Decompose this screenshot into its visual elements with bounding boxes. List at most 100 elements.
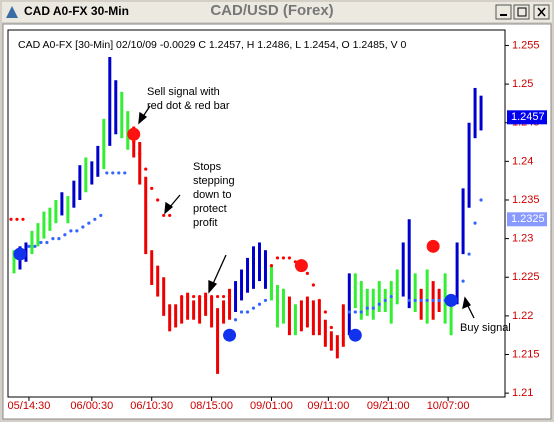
stop-dot <box>467 252 471 256</box>
stop-dot <box>383 298 387 303</box>
stop-dot <box>353 310 357 314</box>
annotation: Sell signal with <box>147 86 220 98</box>
y-tick-label: 1.24 <box>512 155 533 167</box>
chart-title: CAD/USD (Forex) <box>210 2 333 19</box>
stop-dot <box>204 294 208 299</box>
stop-dot <box>479 198 483 202</box>
stop-dot <box>365 306 369 310</box>
y-tick-label: 1.21 <box>512 387 533 399</box>
stop-dot <box>75 229 79 233</box>
stop-dot <box>51 237 55 241</box>
stop-dot <box>132 140 136 144</box>
signal-dot <box>348 328 362 342</box>
price-tag-label: 1.2457 <box>511 111 545 123</box>
y-tick-label: 1.215 <box>512 348 540 360</box>
x-tick-label: 09/11:00 <box>307 400 349 412</box>
stop-dot <box>81 225 85 229</box>
stop-dot <box>287 256 292 260</box>
window-icon <box>6 6 18 18</box>
stop-dot <box>257 302 262 306</box>
stop-dot <box>209 294 214 299</box>
price-tag <box>507 212 547 227</box>
arrowhead <box>138 111 148 125</box>
stop-dot <box>69 229 73 233</box>
stop-dot <box>305 271 309 275</box>
y-tick-label: 1.235 <box>512 194 540 206</box>
stop-dot <box>87 221 91 225</box>
signal-dot <box>223 328 237 342</box>
stop-dot <box>473 221 477 225</box>
annotation: stepping <box>193 175 235 187</box>
signal-dot <box>127 127 141 141</box>
stop-dot <box>419 298 423 303</box>
stop-dot <box>186 294 190 299</box>
stop-dot <box>21 217 25 221</box>
stop-dot <box>33 244 37 248</box>
y-tick-label: 1.225 <box>512 271 540 283</box>
stop-dot <box>39 240 43 245</box>
stop-dot <box>311 283 315 287</box>
stop-dot <box>192 294 196 299</box>
window-buttons[interactable] <box>495 4 550 20</box>
stop-dot <box>377 302 381 306</box>
stop-dot <box>347 310 351 314</box>
x-tick-label: 09/01:00 <box>250 400 293 412</box>
annotation: down to <box>193 189 232 201</box>
x-tick-label: 05/14:30 <box>8 400 51 412</box>
y-tick-label: 1.23 <box>512 233 533 245</box>
signal-dot <box>13 247 27 261</box>
price-tag-label: 1.2325 <box>511 213 545 225</box>
minimize-button[interactable] <box>495 4 512 20</box>
y-tick-label: 1.25 <box>512 78 533 90</box>
plot: 1.211.2151.221.2251.231.2351.241.2451.25… <box>8 39 540 412</box>
stop-dot <box>251 306 256 310</box>
stop-dot <box>437 298 441 303</box>
x-tick-label: 06/10:30 <box>130 400 173 412</box>
stop-dot <box>63 233 67 237</box>
stop-dot <box>413 298 417 303</box>
window-title: CAD A0-FX 30-Min <box>24 4 129 18</box>
stop-dot <box>431 298 435 303</box>
arrow <box>211 254 227 287</box>
stop-dot <box>407 298 411 303</box>
stop-dot <box>233 318 238 322</box>
arrowhead <box>462 296 471 310</box>
x-tick-label: 06/00:30 <box>70 400 113 412</box>
stop-dot <box>461 279 465 283</box>
info-line: CAD A0-FX [30-Min] 02/10/09 -0.0029 C 1.… <box>18 39 407 51</box>
annotation: profit <box>193 217 217 229</box>
stop-dot <box>150 186 154 190</box>
stop-dot <box>371 306 375 310</box>
stop-dot <box>180 294 184 299</box>
stop-dot <box>117 171 121 175</box>
stop-dot <box>227 294 232 299</box>
x-tick-label: 10/07:00 <box>427 400 470 412</box>
stop-dot <box>215 294 220 299</box>
close-icon <box>537 7 546 17</box>
stop-dot <box>281 256 286 260</box>
stop-dot <box>105 171 109 175</box>
stop-dot <box>15 217 19 221</box>
x-tick-label: 09/21:00 <box>367 400 410 412</box>
stop-dot <box>57 237 61 241</box>
annotation: Stops <box>193 161 222 173</box>
maximize-button[interactable] <box>513 4 530 20</box>
annotation-arrows <box>138 105 475 319</box>
stop-dot <box>221 294 226 299</box>
title-bar <box>2 2 552 22</box>
stop-dot <box>263 298 268 303</box>
stop-dot <box>425 298 429 303</box>
stop-dot <box>93 217 97 221</box>
annotation: protect <box>193 203 227 215</box>
stop-dot <box>198 294 202 299</box>
arrowhead <box>208 280 218 294</box>
signal-dot <box>294 259 308 273</box>
stop-dot <box>245 310 250 314</box>
maximize-icon <box>517 7 527 17</box>
stop-dot <box>138 152 142 156</box>
stop-dot <box>269 264 274 268</box>
price-tag <box>507 110 547 125</box>
stop-dot <box>123 171 127 175</box>
stop-dot <box>45 240 49 245</box>
